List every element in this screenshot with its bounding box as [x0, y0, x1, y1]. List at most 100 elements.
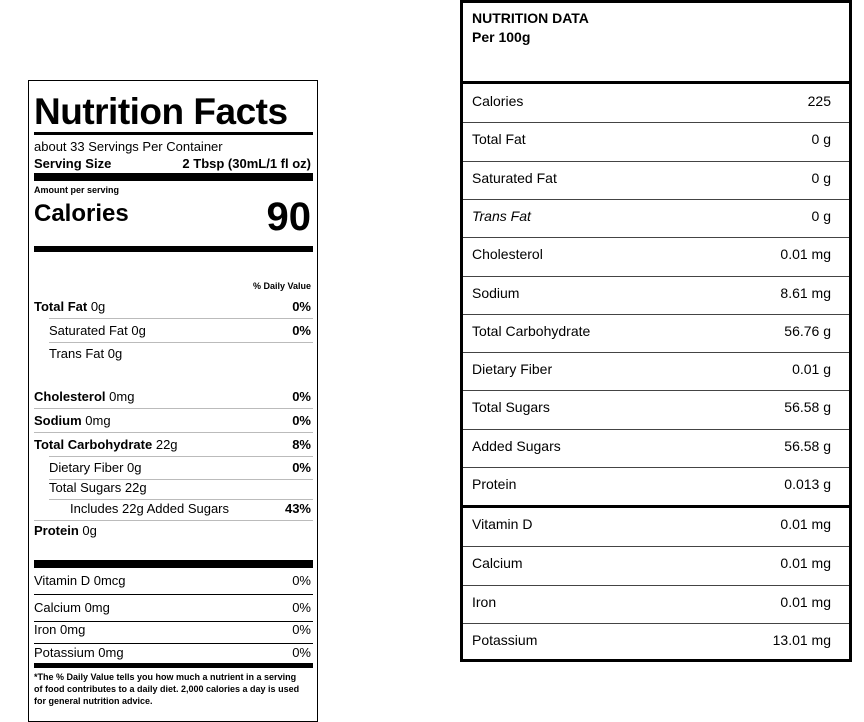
- vitamin-dv: 0%: [292, 622, 311, 637]
- vitamin-name: Iron 0mg: [34, 622, 86, 637]
- nutrient-row: Saturated Fat 0g: [49, 323, 146, 338]
- nutrient-dv: 0%: [292, 460, 311, 475]
- row-name: Added Sugars: [472, 437, 561, 454]
- nutrient-amount: 0g: [127, 460, 142, 475]
- nutrient-amount: 0g: [90, 299, 106, 314]
- footnote: *The % Daily Value tells you how much a …: [34, 672, 300, 706]
- vitamin-name: Calcium 0mg: [34, 600, 110, 615]
- row-name: Total Sugars: [472, 399, 550, 416]
- nutrient-name: Total Sugars: [49, 480, 122, 495]
- dv-header: % Daily Value: [252, 281, 311, 291]
- row-name: Total Fat: [472, 131, 526, 148]
- row-name: Calcium: [472, 555, 523, 572]
- rule: [463, 390, 849, 392]
- nutrient-row: Total Fat 0g: [34, 299, 105, 314]
- rule: [463, 122, 849, 124]
- nutrient-amount: 0g: [131, 323, 146, 338]
- nutrient-row: Protein 0g: [34, 523, 97, 538]
- rule: [34, 132, 313, 135]
- rule: [463, 160, 849, 162]
- row-value: 0.01 mg: [780, 246, 831, 263]
- rule: [34, 643, 313, 644]
- nutrient-row: Dietary Fiber 0g: [49, 460, 142, 475]
- servings: about 33 Servings Per Container: [34, 139, 223, 154]
- nutrient-dv: 0%: [292, 389, 311, 404]
- row-name: Sodium: [472, 284, 520, 301]
- rule: [463, 198, 849, 200]
- rule: [463, 505, 849, 509]
- row-value: 0.01 mg: [780, 593, 831, 610]
- rule: [463, 81, 849, 84]
- calories-label: Calories: [34, 200, 129, 227]
- nutrient-name: Dietary Fiber: [49, 460, 124, 475]
- nutrient-amount: 22g: [124, 480, 147, 495]
- rule: [34, 246, 313, 252]
- rule: [34, 520, 313, 521]
- row-value: 8.61 mg: [780, 284, 831, 301]
- row-value: 56.58 g: [784, 437, 831, 454]
- rule: [463, 546, 849, 548]
- row-name: Vitamin D: [472, 516, 533, 533]
- vitamin-name: Vitamin D 0mcg: [34, 573, 126, 588]
- row-name: Protein: [472, 476, 517, 492]
- row-name: Potassium: [472, 631, 538, 648]
- rule: [463, 237, 849, 239]
- nutrition-data-table: NUTRITION DATA Per 100g Calories 225 Total…: [460, 0, 852, 662]
- nutrient-row: Total Carbohydrate 22g: [34, 437, 178, 452]
- row-name: Total Carbohydrate: [472, 322, 591, 339]
- rule: [49, 318, 313, 319]
- nutrient-amount: 0g: [107, 346, 123, 361]
- rule: [463, 275, 849, 277]
- vitamin-dv: 0%: [292, 600, 311, 615]
- rule: [34, 173, 313, 181]
- row-name: Cholesterol: [472, 246, 543, 263]
- row-name: Trans Fat: [472, 207, 531, 224]
- nutrient-dv: 0%: [292, 299, 311, 314]
- row-value: 56.76 g: [784, 322, 831, 339]
- nutrient-name: Sodium: [34, 413, 82, 428]
- nutrient-row: Trans Fat 0g: [49, 346, 122, 361]
- nutrient-dv: 43%: [284, 501, 311, 516]
- rule: [49, 456, 313, 457]
- rule: [34, 432, 313, 433]
- row-value: 0 g: [811, 207, 831, 224]
- nutrient-name: Saturated Fat: [49, 323, 128, 338]
- row-value: 0.013 g: [784, 476, 831, 492]
- nutrient-name: Trans Fat: [49, 346, 105, 361]
- rule: [463, 622, 849, 624]
- vitamin-dv: 0%: [292, 645, 311, 660]
- rule: [49, 479, 313, 480]
- nutrient-amount: 0mg: [109, 389, 135, 404]
- nutrient-name: Total Carbohydrate: [34, 437, 153, 452]
- rule: [49, 499, 313, 500]
- amount-per-serving: Amount per serving: [34, 185, 120, 195]
- nutrient-dv: 0%: [292, 323, 311, 338]
- rule: [34, 621, 313, 622]
- nutrient-amount: 0g: [82, 523, 97, 538]
- nutrient-amount: 0mg: [85, 413, 111, 428]
- rule: [49, 342, 313, 343]
- row-value: 13.01 mg: [772, 631, 831, 648]
- row-value: 0 g: [811, 131, 831, 148]
- page: Nutrition Facts about 33 Servings Per Co…: [28, 0, 852, 722]
- nutrient-dv: 8%: [292, 437, 311, 452]
- row-name: Dietary Fiber: [472, 361, 553, 378]
- nutrient-name: Protein: [34, 523, 79, 538]
- rule: [463, 467, 849, 468]
- rule: [34, 594, 313, 595]
- row-value: 0 g: [811, 169, 831, 186]
- row-value: 0.01 mg: [780, 516, 831, 533]
- row-name: Saturated Fat: [472, 169, 557, 186]
- serving-size-label: Serving Size: [34, 156, 112, 171]
- nutrient-row: Cholesterol 0mg: [34, 389, 134, 404]
- rule: [463, 352, 849, 354]
- table-subtitle: Per 100g: [472, 29, 531, 45]
- row-name: Calories: [472, 93, 524, 109]
- rule: [34, 408, 313, 409]
- rule: [463, 584, 849, 586]
- nutrient-dv: 0%: [292, 413, 311, 428]
- table-title: NUTRITION DATA: [472, 10, 589, 26]
- nutrient-row: Total Sugars 22g: [49, 480, 147, 495]
- nutrient-row: Includes 22g Added Sugars: [70, 501, 229, 516]
- nutrient-row: Sodium 0mg: [34, 413, 111, 428]
